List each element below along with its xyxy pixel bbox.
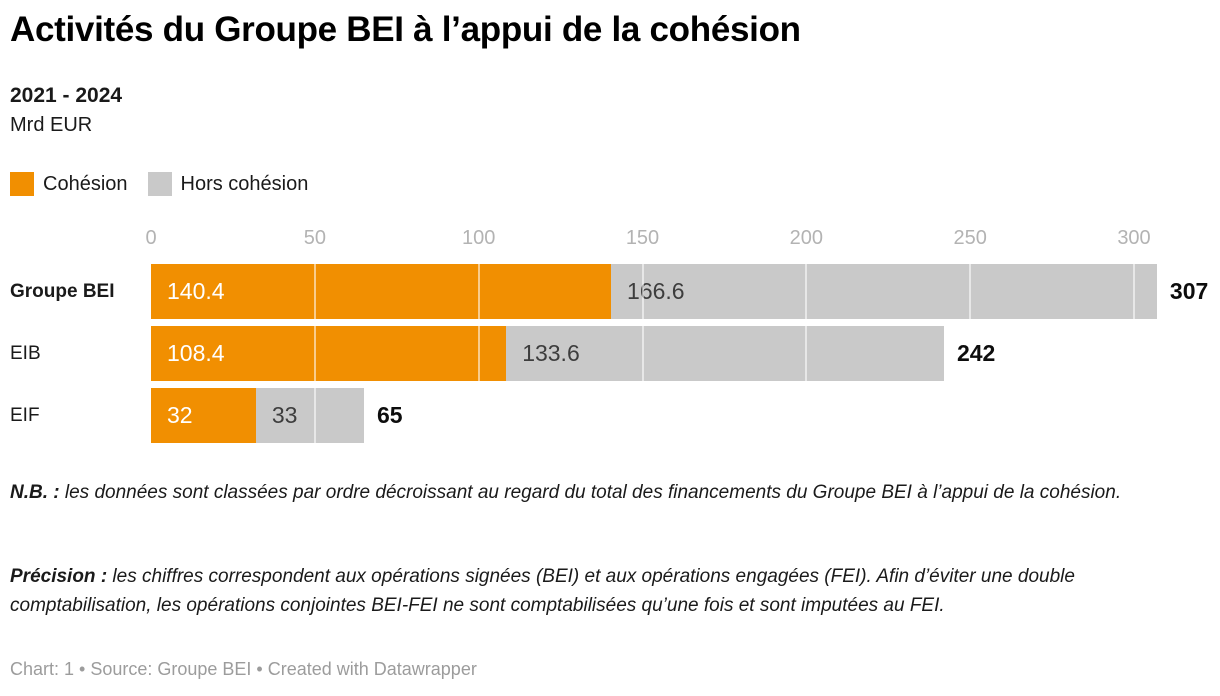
x-axis: 0 50 100 150 200 250 300 xyxy=(0,227,1220,251)
bar-segment-cohesion-groupe-bei[interactable]: 140.4 xyxy=(151,264,612,319)
bar-row-groupe-bei: Groupe BEI 140.4 166.6 307 xyxy=(0,264,1220,319)
note-precision-text: les chiffres correspondent aux opération… xyxy=(10,566,1075,616)
category-label-eif: EIF xyxy=(10,405,40,426)
segment-value-label: 33 xyxy=(271,402,298,428)
chart-footer: Chart: 1 • Source: Groupe BEI • Created … xyxy=(10,659,477,679)
gridline-300 xyxy=(1133,264,1135,319)
gridline-50 xyxy=(313,264,316,319)
category-label-groupe-bei: Groupe BEI xyxy=(10,281,115,302)
segment-value-label: 108.4 xyxy=(167,340,225,366)
note-nb: N.B. : les données sont classées par ord… xyxy=(10,478,1210,507)
gridline-100 xyxy=(477,264,480,319)
total-label-groupe-bei: 307 xyxy=(1169,278,1209,304)
legend-label-hors-cohesion: Hors cohésion xyxy=(180,172,309,195)
legend-swatch-cohesion-icon xyxy=(10,172,34,196)
note-nb-lead: N.B. : xyxy=(10,482,60,503)
gridline-200 xyxy=(805,264,808,319)
gridline-250 xyxy=(969,264,972,319)
legend-item-cohesion: Cohésion xyxy=(10,172,128,196)
note-precision: Précision : les chiffres correspondent a… xyxy=(10,562,1210,620)
segment-value-label: 32 xyxy=(167,402,193,428)
gridline-150 xyxy=(641,264,644,319)
category-label-eib: EIB xyxy=(10,343,41,364)
chart-subtitle: 2021 - 2024 xyxy=(10,84,123,107)
x-tick-label-300: 300 xyxy=(1117,227,1151,249)
bar-segment-hors-cohesion-groupe-bei[interactable]: 166.6 xyxy=(611,264,1157,319)
bar-segment-cohesion-eib[interactable]: 108.4 xyxy=(151,326,507,381)
x-tick-label-50: 50 xyxy=(303,227,326,249)
legend-swatch-hors-cohesion-icon xyxy=(147,172,172,196)
x-tick-label-150: 150 xyxy=(625,227,660,249)
segment-value-label: 140.4 xyxy=(167,278,225,304)
gridline-50 xyxy=(313,388,316,443)
bar-segment-cohesion-eif[interactable]: 32 xyxy=(151,388,256,443)
segment-value-label: 133.6 xyxy=(522,340,580,366)
bar-row-eib: EIB 108.4 133.6 242 xyxy=(0,326,1220,381)
note-precision-lead: Précision : xyxy=(10,566,108,587)
stacked-bar-groupe-bei: 140.4 166.6 xyxy=(151,264,1157,319)
stacked-bar-eib: 108.4 133.6 xyxy=(151,326,944,381)
gridline-200 xyxy=(805,326,808,381)
bar-segment-hors-cohesion-eib[interactable]: 133.6 xyxy=(506,326,944,381)
stacked-bar-eif: 32 33 xyxy=(151,388,364,443)
bar-segment-hors-cohesion-eif[interactable]: 33 xyxy=(255,388,364,443)
gridline-50 xyxy=(313,326,316,381)
unit-label: Mrd EUR xyxy=(10,114,93,136)
gridline-150 xyxy=(641,326,644,381)
total-label-eib: 242 xyxy=(956,340,996,366)
page-title: Activités du Groupe BEI à l’appui de la … xyxy=(10,10,801,49)
x-tick-label-250: 250 xyxy=(953,227,987,249)
x-tick-label-0: 0 xyxy=(145,227,157,249)
legend: Cohésion Hors cohésion xyxy=(10,172,328,196)
bar-row-eif: EIF 32 33 65 xyxy=(0,388,1220,443)
x-tick-label-100: 100 xyxy=(461,227,496,249)
legend-item-hors-cohesion: Hors cohésion xyxy=(147,172,309,196)
total-label-eif: 65 xyxy=(376,402,403,428)
legend-label-cohesion: Cohésion xyxy=(43,172,128,195)
segment-value-label: 166.6 xyxy=(627,278,685,304)
note-nb-text: les données sont classées par ordre décr… xyxy=(59,482,1122,503)
x-tick-label-200: 200 xyxy=(789,227,824,249)
gridline-100 xyxy=(477,326,480,381)
